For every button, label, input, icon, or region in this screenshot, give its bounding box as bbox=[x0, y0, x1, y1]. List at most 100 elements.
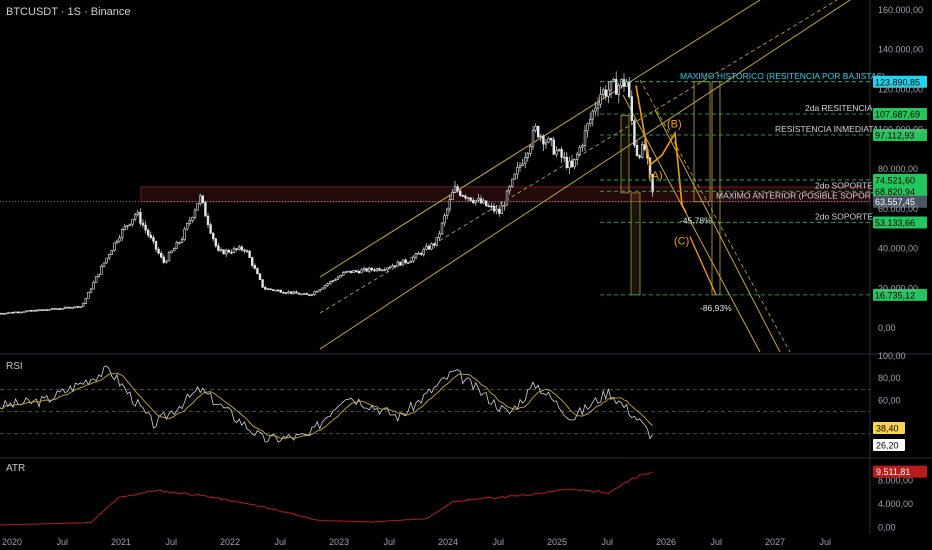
price-axis[interactable]: 123.890,85 107.687,69 97.112,93 74.521,60 68… bbox=[873, 5, 927, 532]
rsi-value-tag[interactable] bbox=[873, 422, 905, 434]
candle bbox=[422, 248, 425, 255]
candle bbox=[622, 79, 626, 87]
candle bbox=[516, 167, 519, 175]
price-tag[interactable] bbox=[873, 216, 927, 229]
candle bbox=[604, 89, 608, 97]
candle bbox=[11, 311, 15, 314]
candle bbox=[591, 110, 595, 120]
candle bbox=[89, 288, 93, 293]
candle bbox=[188, 220, 191, 224]
time-axis[interactable]: 2020 Jul 2021 Jul 2022 Jul 2023 Jul 2024 Jul 2025 J… bbox=[2, 537, 831, 547]
candle bbox=[500, 205, 503, 214]
candle bbox=[388, 266, 392, 269]
atr-pane[interactable] bbox=[0, 471, 653, 526]
candle bbox=[37, 309, 41, 312]
rsi-value-tag[interactable] bbox=[873, 439, 905, 451]
candle bbox=[409, 260, 412, 263]
candle bbox=[170, 250, 173, 254]
candle bbox=[378, 268, 381, 271]
candle bbox=[513, 173, 517, 180]
price-tag[interactable] bbox=[873, 75, 927, 88]
x-tick-label: 2027 bbox=[765, 537, 785, 547]
candle bbox=[180, 239, 184, 243]
candle bbox=[29, 310, 33, 312]
y-tick-label: 120.000,00 bbox=[878, 84, 923, 94]
level-label: RESISTENCIA INMEDIATA bbox=[775, 124, 879, 134]
candle bbox=[375, 268, 379, 271]
candle bbox=[253, 265, 256, 269]
candle bbox=[352, 270, 355, 273]
candle bbox=[510, 178, 514, 187]
candle bbox=[63, 306, 67, 309]
candle bbox=[84, 298, 88, 304]
candle bbox=[583, 130, 587, 146]
candle bbox=[347, 270, 350, 273]
candle bbox=[115, 240, 119, 244]
candle bbox=[474, 199, 477, 203]
candle bbox=[271, 289, 275, 291]
candle bbox=[321, 287, 324, 290]
candle bbox=[440, 222, 444, 235]
projection-box bbox=[630, 192, 641, 296]
candle bbox=[42, 309, 46, 311]
candle bbox=[97, 273, 101, 277]
candle bbox=[225, 249, 228, 255]
x-tick-label: Jul bbox=[57, 537, 69, 547]
atr-tick-label: 4.000,00 bbox=[878, 499, 913, 509]
candle bbox=[380, 269, 384, 272]
candle bbox=[199, 195, 202, 204]
candle bbox=[297, 292, 301, 295]
main-price-pane[interactable]: MAXIMO HISTORICO (RESITENCIA POR BAJISTA… bbox=[0, 0, 885, 353]
candle bbox=[201, 195, 204, 203]
candle bbox=[19, 311, 22, 314]
x-tick-label: 2022 bbox=[220, 537, 240, 547]
price-tag[interactable] bbox=[873, 195, 927, 208]
candle bbox=[173, 247, 176, 252]
candle bbox=[232, 248, 236, 253]
candle bbox=[141, 222, 145, 226]
candle bbox=[222, 249, 225, 255]
candle bbox=[326, 283, 329, 286]
candle bbox=[24, 310, 28, 313]
candle bbox=[144, 224, 147, 231]
rsi-pane[interactable] bbox=[0, 365, 870, 443]
symbol-title[interactable]: BTCUSDT · 1S · Binance bbox=[6, 6, 131, 18]
candle bbox=[542, 135, 545, 145]
level-label: MAXIMO ANTERIOR (POSIBLE SOPORTE) bbox=[716, 191, 885, 201]
price-tag[interactable] bbox=[873, 129, 927, 142]
price-tag-label: 74.521,60 bbox=[875, 175, 915, 185]
price-tag-label: 16.735,12 bbox=[875, 290, 915, 300]
x-tick-label: 2024 bbox=[438, 537, 458, 547]
x-tick-label: Jul bbox=[820, 537, 832, 547]
candle bbox=[245, 250, 249, 253]
candle bbox=[258, 273, 262, 280]
down-channel-2 bbox=[654, 109, 781, 353]
candle bbox=[61, 308, 64, 310]
candle bbox=[40, 309, 43, 311]
candle bbox=[149, 234, 152, 238]
x-tick-label: 2026 bbox=[656, 537, 676, 547]
candle bbox=[313, 291, 316, 295]
level-label: 2do SOPORTE bbox=[815, 211, 873, 221]
candle bbox=[370, 267, 373, 271]
candle bbox=[121, 229, 124, 239]
candle bbox=[627, 81, 631, 97]
candle bbox=[287, 291, 290, 294]
atr-value-label: 9.511,81 bbox=[876, 467, 910, 477]
atr-value-tag[interactable] bbox=[873, 465, 927, 478]
candle bbox=[568, 160, 571, 169]
price-tag[interactable] bbox=[873, 173, 927, 186]
candle bbox=[100, 266, 103, 275]
y-tick-label: 0,00 bbox=[878, 323, 896, 333]
x-tick-label: 2023 bbox=[329, 537, 349, 547]
candle bbox=[438, 233, 441, 238]
candle bbox=[263, 287, 267, 290]
price-tag[interactable] bbox=[873, 185, 927, 198]
candle bbox=[360, 269, 363, 274]
candle bbox=[136, 212, 139, 215]
price-tag[interactable] bbox=[873, 107, 927, 120]
red-zone-box bbox=[140, 186, 871, 203]
price-tag[interactable] bbox=[873, 288, 927, 301]
drop-small-label: -45,78% bbox=[680, 216, 712, 226]
